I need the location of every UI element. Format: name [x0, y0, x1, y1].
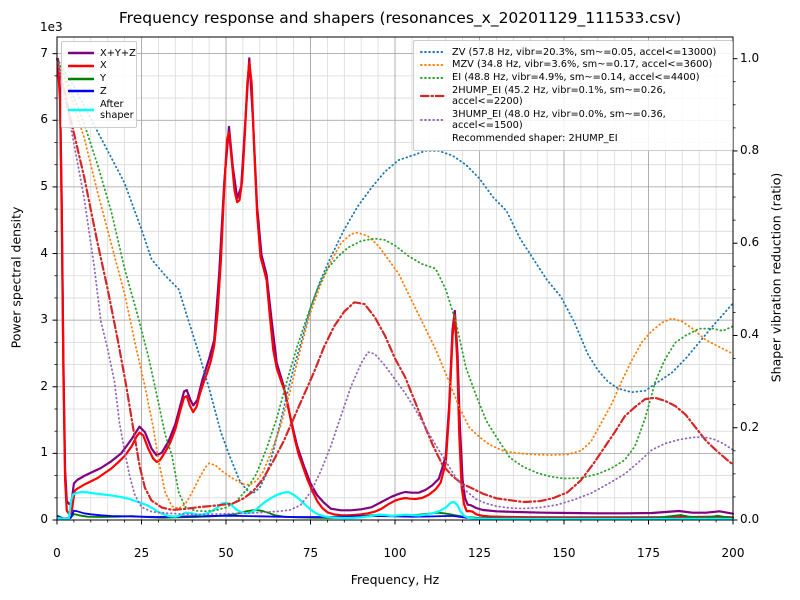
- series-x: [56, 61, 735, 519]
- x-tick-label: 25: [133, 546, 150, 560]
- legend-item: EI (48.8 Hz, vibr=4.9%, sm~=0.14, accel<…: [420, 72, 726, 83]
- y-axis-offset-label: 1e3: [40, 20, 63, 34]
- mzv-line-sample-icon: [420, 63, 446, 66]
- x+y+z-line-sample-icon: [68, 51, 94, 55]
- series-zv: [56, 57, 734, 495]
- series-ei: [56, 57, 734, 513]
- series-3hump-ei: [56, 57, 734, 516]
- ei-line-sample-icon: [420, 76, 446, 79]
- recommended-shaper-note: Recommended shaper: 2HUMP_EI: [452, 132, 618, 144]
- legend-item-label: MZV (34.8 Hz, vibr=3.6%, sm~=0.17, accel…: [452, 59, 713, 71]
- plot-border: [56, 36, 734, 521]
- y-left-axis-label: Power spectral density: [8, 206, 24, 349]
- 3hump_ei-line-sample-icon: [420, 119, 446, 122]
- legend-item-label: X+Y+Z: [100, 47, 136, 59]
- legend-item: After shaper: [68, 99, 134, 122]
- y-left-tick-label: 4: [40, 245, 48, 260]
- legend-item-label: EI (48.8 Hz, vibr=4.9%, sm~=0.14, accel<…: [452, 72, 700, 84]
- y-right-tick-label: 0.4: [740, 327, 760, 342]
- series-2hump-ei: [55, 57, 735, 511]
- x-tick-label: 175: [637, 546, 660, 560]
- legend-item-label: Y: [100, 73, 106, 85]
- 2hump_ei-line-sample-icon: [420, 94, 446, 98]
- x-tick-label: 0: [53, 546, 61, 560]
- legend-item: 2HUMP_EI (45.2 Hz, vibr=0.1%, sm~=0.26, …: [420, 85, 726, 108]
- x-tick-label: 50: [218, 546, 234, 560]
- legend-item-label: Z: [100, 85, 107, 97]
- after-line-sample-icon: [68, 108, 94, 112]
- legend-item: 3HUMP_EI (48.0 Hz, vibr=0.0%, sm~=0.36, …: [420, 109, 726, 132]
- legend-item: Y: [68, 73, 130, 84]
- x-axis-label: Frequency, Hz: [350, 572, 440, 587]
- y-left-tick-label: 1: [40, 445, 48, 460]
- y-right-tick-label: 0.6: [740, 235, 760, 250]
- x-line-sample-icon: [68, 64, 94, 68]
- legend-item: ZV (57.8 Hz, vibr=20.3%, sm~=0.05, accel…: [420, 47, 726, 58]
- data-series: [55, 57, 735, 521]
- legend-item-label: 3HUMP_EI (48.0 Hz, vibr=0.0%, sm~=0.36, …: [452, 108, 666, 132]
- y-left-tick-label: 5: [40, 178, 48, 193]
- y-right-tick-label: 0.8: [740, 142, 760, 157]
- z-line-sample-icon: [68, 90, 94, 93]
- y-right-tick-label: 0.2: [740, 419, 760, 434]
- x-tick-label: 125: [468, 546, 491, 560]
- y-right-axis-label: Shaper vibration reduction (ratio): [768, 172, 784, 383]
- series-mzv: [56, 57, 734, 510]
- legend-item: X: [68, 60, 130, 71]
- zv-line-sample-icon: [420, 51, 446, 54]
- legend-item: X+Y+Z: [68, 48, 136, 59]
- legend-item-label: X: [100, 60, 107, 72]
- y-left-tick-label: 7: [40, 45, 48, 60]
- y-left-tick-label: 0: [40, 512, 48, 526]
- y-left-tick-label: 2: [40, 378, 48, 393]
- series-x-y-z: [56, 57, 735, 515]
- x-tick-label: 150: [552, 546, 576, 560]
- legend-shapers: ZV (57.8 Hz, vibr=20.3%, sm~=0.05, accel…: [413, 40, 733, 151]
- y-line-sample-icon: [68, 77, 94, 80]
- x-tick-label: 100: [383, 546, 407, 560]
- legend-item-label: 2HUMP_EI (45.2 Hz, vibr=0.1%, sm~=0.26, …: [452, 84, 666, 108]
- y-right-tick-label: 0.0: [740, 512, 760, 526]
- x-tick-label: 200: [721, 546, 745, 560]
- chart-title: Frequency response and shapers (resonanc…: [118, 9, 682, 27]
- legend-item: MZV (34.8 Hz, vibr=3.6%, sm~=0.17, accel…: [420, 59, 726, 70]
- x-tick-label: 75: [302, 546, 319, 560]
- legend-item-label: After shaper: [100, 98, 134, 121]
- y-right-tick-label: 1.0: [740, 50, 760, 65]
- legend-psd: X+Y+Z X Y Z After shaper: [61, 41, 137, 128]
- y-left-tick-label: 6: [40, 112, 48, 127]
- legend-item-label: ZV (57.8 Hz, vibr=20.3%, sm~=0.05, accel…: [452, 46, 717, 58]
- legend-item: Z: [68, 86, 130, 97]
- y-left-tick-label: 3: [40, 312, 48, 327]
